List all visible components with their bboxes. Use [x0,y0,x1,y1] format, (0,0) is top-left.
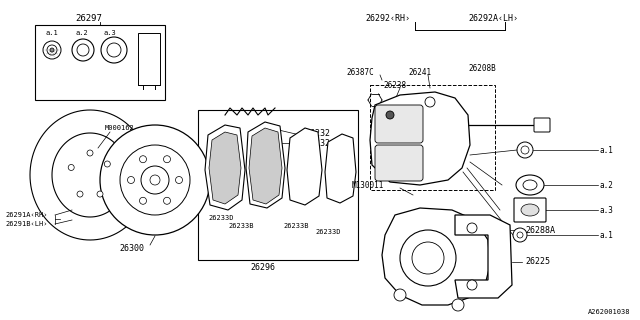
Circle shape [467,223,477,233]
Circle shape [467,280,477,290]
Circle shape [77,191,83,197]
Circle shape [50,48,54,52]
Circle shape [513,228,527,242]
Circle shape [412,242,444,274]
Circle shape [517,142,533,158]
Text: 26292A‹LH›: 26292A‹LH› [468,13,518,22]
Text: M130011: M130011 [352,180,385,189]
Circle shape [140,156,147,163]
Circle shape [163,156,170,163]
Text: 26292‹RH›: 26292‹RH› [365,13,410,22]
Circle shape [107,43,121,57]
Text: 26232: 26232 [305,129,330,138]
Circle shape [452,299,464,311]
Text: 26238: 26238 [383,81,406,90]
Text: A262001038: A262001038 [588,309,630,315]
Ellipse shape [523,180,537,190]
Polygon shape [370,92,470,185]
Text: 26233B: 26233B [228,223,253,229]
Text: 26291B‹LH›: 26291B‹LH› [5,221,47,227]
Circle shape [127,177,134,183]
Polygon shape [287,128,322,205]
Text: a.1: a.1 [600,230,614,239]
Text: 26297: 26297 [75,13,102,22]
Text: 26300: 26300 [120,244,145,252]
Text: 26288A: 26288A [525,226,555,235]
Bar [35,25,165,100]
Circle shape [521,146,529,154]
Circle shape [77,44,89,56]
Circle shape [386,111,394,119]
Circle shape [425,97,435,107]
Polygon shape [455,215,512,298]
Circle shape [141,166,169,194]
Circle shape [100,125,210,235]
Text: 26233B: 26233B [283,223,308,229]
FancyBboxPatch shape [534,118,550,132]
Circle shape [140,197,147,204]
Text: a.2: a.2 [75,30,88,36]
Ellipse shape [521,204,539,216]
Polygon shape [209,132,241,204]
Circle shape [150,175,160,185]
Polygon shape [205,125,245,210]
Circle shape [517,232,523,238]
Bar [138,33,160,85]
Polygon shape [382,208,490,305]
Circle shape [394,289,406,301]
Text: a.2: a.2 [600,180,614,189]
Text: 26291A‹RH›: 26291A‹RH› [5,212,47,218]
Text: 26233D: 26233D [208,215,234,221]
Text: 26232: 26232 [305,139,330,148]
Circle shape [97,191,103,197]
Circle shape [400,230,456,286]
FancyBboxPatch shape [514,198,546,222]
FancyBboxPatch shape [375,145,423,181]
Circle shape [104,161,110,167]
Circle shape [175,177,182,183]
Text: 26296: 26296 [250,263,275,273]
Circle shape [47,45,57,55]
Circle shape [68,164,74,171]
Circle shape [87,150,93,156]
Polygon shape [246,122,285,208]
Text: a.1: a.1 [600,146,614,155]
Circle shape [72,39,94,61]
FancyBboxPatch shape [375,105,423,143]
Circle shape [120,145,190,215]
Bar [198,110,358,260]
Text: M000162: M000162 [105,125,135,131]
Bar [370,85,495,190]
Text: a.3: a.3 [103,30,116,36]
Text: a.3: a.3 [600,205,614,214]
Text: 26208B: 26208B [468,63,496,73]
Polygon shape [30,110,148,240]
Circle shape [101,37,127,63]
Text: 26225: 26225 [525,258,550,267]
Text: 26241: 26241 [408,68,431,76]
Ellipse shape [516,175,544,195]
Text: 26387C: 26387C [346,68,374,76]
Polygon shape [325,134,356,203]
Text: a.1: a.1 [45,30,58,36]
Polygon shape [249,128,282,204]
Text: 26233D: 26233D [315,229,340,235]
Circle shape [163,197,170,204]
Circle shape [43,41,61,59]
